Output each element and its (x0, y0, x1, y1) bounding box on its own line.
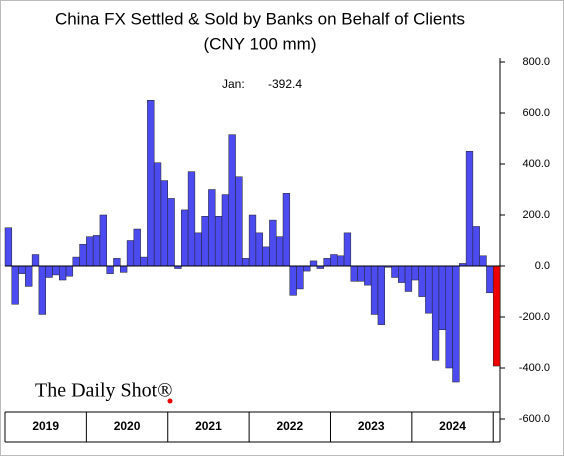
bar (425, 265, 433, 314)
annotation-label: Jan: (222, 77, 245, 91)
bar (337, 255, 345, 267)
bar (275, 236, 284, 267)
bar (391, 265, 399, 278)
bar (4, 227, 13, 267)
chart-title: China FX Settled & Sold by Banks on Beha… (55, 9, 465, 28)
y-tick-label: -600.0 (519, 413, 550, 425)
bar (18, 265, 26, 274)
watermark: The Daily Shot® (35, 380, 172, 402)
chart-subtitle: (CNY 100 mm) (203, 34, 316, 53)
bar (438, 265, 447, 330)
bar (52, 265, 60, 276)
bar (465, 151, 474, 267)
bar (31, 254, 40, 267)
bar (106, 265, 114, 274)
bar (357, 265, 365, 282)
bar (228, 134, 236, 267)
bar (303, 265, 311, 272)
bar (431, 265, 440, 361)
bar (65, 265, 74, 277)
bar (86, 236, 94, 267)
y-tick-label: -200.0 (519, 311, 550, 323)
y-tick-label: 600.0 (522, 107, 550, 119)
bar (235, 176, 243, 267)
bar (140, 256, 148, 267)
bar (472, 226, 480, 267)
bar (370, 265, 379, 315)
bar (72, 256, 80, 267)
y-tick-label: 200.0 (522, 209, 550, 221)
x-group-label: 2020 (114, 419, 141, 433)
x-group-label: 2021 (195, 419, 222, 433)
bar (418, 265, 426, 297)
bar (113, 258, 121, 267)
bar (404, 265, 413, 292)
bar (58, 265, 67, 281)
bar (248, 214, 257, 267)
bar (92, 235, 101, 267)
bar (187, 171, 196, 267)
bar (296, 265, 304, 290)
bar (309, 260, 318, 267)
bar (153, 162, 162, 267)
bar (255, 232, 263, 267)
bar (269, 219, 277, 267)
bar (398, 265, 406, 283)
y-tick-label: 800.0 (522, 56, 550, 68)
bar (343, 232, 352, 267)
bar (181, 209, 189, 267)
bar (45, 265, 53, 278)
bar (452, 265, 460, 383)
bar (120, 265, 128, 273)
bar (323, 258, 331, 267)
bar (350, 265, 358, 282)
bar (377, 265, 385, 325)
bar (147, 100, 155, 267)
bar (479, 255, 487, 267)
bar (411, 265, 419, 281)
bar (99, 214, 107, 267)
bar (194, 232, 202, 267)
bar (167, 198, 175, 267)
x-group-label: 2023 (358, 419, 385, 433)
bar (133, 228, 141, 267)
bar (262, 246, 270, 267)
bar (25, 265, 33, 287)
bar (221, 194, 230, 267)
y-tick-label: 0.0 (535, 260, 550, 272)
y-tick-label: -400.0 (519, 362, 550, 374)
bar (126, 240, 135, 267)
bar (445, 265, 453, 369)
bar (289, 265, 297, 296)
bar (208, 189, 216, 267)
bar (492, 265, 501, 367)
annotation-value: -392.4 (268, 77, 302, 91)
bar (486, 265, 494, 294)
bar (11, 265, 19, 305)
bar (364, 265, 372, 286)
bar (38, 265, 46, 315)
bar (214, 216, 223, 267)
bar (79, 244, 87, 267)
bar (201, 216, 209, 267)
bar (242, 258, 250, 267)
bar (330, 254, 338, 267)
bar (160, 180, 168, 267)
bar (282, 193, 291, 267)
x-group-label: 2022 (276, 419, 303, 433)
x-group-label: 2024 (439, 419, 466, 433)
watermark-dot (167, 398, 173, 404)
y-tick-label: 400.0 (522, 158, 550, 170)
x-group-label: 2019 (32, 419, 59, 433)
